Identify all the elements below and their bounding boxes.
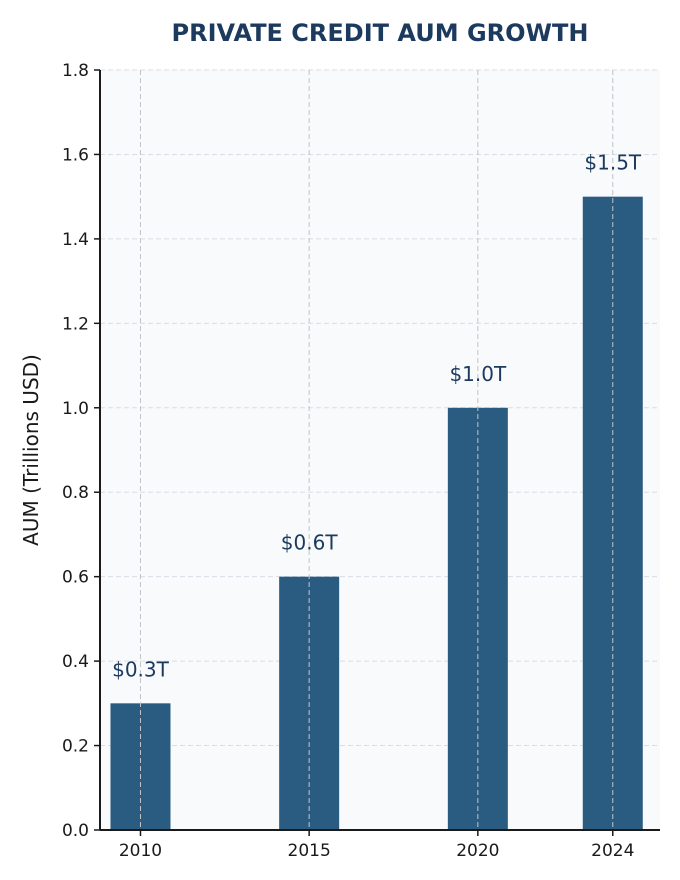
x-tick-label: 2015 [288, 841, 331, 861]
data-label: $0.6T [281, 531, 339, 555]
y-tick-label: 1.4 [62, 230, 89, 250]
y-tick-label: 0.6 [62, 568, 89, 588]
y-tick-label: 0.8 [62, 483, 89, 503]
plot-background [100, 70, 660, 830]
x-ticks: 2010 2015 2020 2024 [119, 830, 634, 861]
vertical-grid-lines [139, 70, 614, 830]
x-tick-label: 2024 [591, 841, 634, 861]
data-label: $1.5T [584, 151, 642, 175]
data-label: $0.3T [112, 657, 170, 681]
x-tick-label: 2010 [119, 841, 162, 861]
data-label: $1.0T [449, 362, 507, 386]
y-tick-label: 0.0 [62, 821, 89, 841]
y-tick-label: 0.4 [62, 652, 89, 672]
y-axis-label: AUM (Trillions USD) [19, 354, 43, 546]
grid-lines [100, 69, 660, 831]
y-tick-label: 1.2 [62, 314, 89, 334]
data-labels: $0.3T $0.6T $1.0T $1.5T [112, 151, 642, 682]
x-tick-label: 2020 [456, 841, 499, 861]
y-tick-label: 0.2 [62, 737, 89, 757]
y-tick-label: 1.0 [62, 399, 89, 419]
y-tick-label: 1.6 [62, 145, 89, 165]
y-tick-label: 1.8 [62, 61, 89, 81]
y-ticks: 0.0 0.2 0.4 0.6 0.8 1.0 1.2 1.4 1.6 1.8 [62, 61, 100, 841]
chart-title: PRIVATE CREDIT AUM GROWTH [172, 19, 589, 47]
